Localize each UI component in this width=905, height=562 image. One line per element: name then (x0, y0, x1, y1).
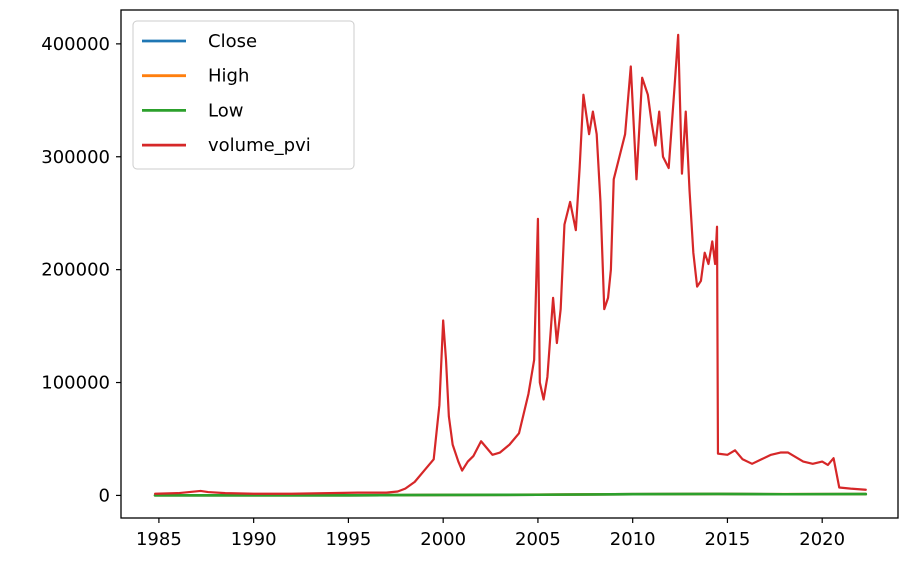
legend-box (132, 20, 355, 170)
series-line-low (153, 492, 868, 497)
legend: Close High Low volume_pvi (132, 20, 355, 170)
x-tick-label: 2015 (705, 529, 751, 550)
plot-frame (120, 9, 899, 519)
legend-label: Close (208, 31, 257, 52)
x-tick-label: 2020 (799, 529, 845, 550)
legend-label: Low (208, 100, 243, 121)
y-tick-label: 200000 (41, 260, 110, 281)
y-tick-label: 400000 (41, 34, 110, 55)
x-axis: 1985 1990 1995 2000 2005 2010 2015 2020 (136, 518, 845, 550)
x-tick-label: 2000 (420, 529, 466, 550)
y-tick-label: 0 (99, 485, 110, 506)
series-line-volume-pvi (154, 33, 867, 495)
x-tick-label: 1985 (136, 529, 182, 550)
y-tick-label: 100000 (41, 373, 110, 394)
x-tick-label: 2005 (515, 529, 561, 550)
x-tick-label: 2010 (610, 529, 656, 550)
y-tick-label: 300000 (41, 147, 110, 168)
legend-label: High (208, 66, 249, 87)
series-lines (153, 33, 868, 497)
x-tick-label: 1995 (326, 529, 372, 550)
y-axis: 0 100000 200000 300000 400000 (41, 34, 121, 506)
x-tick-label: 1990 (231, 529, 277, 550)
legend-label: volume_pvi (208, 135, 311, 156)
